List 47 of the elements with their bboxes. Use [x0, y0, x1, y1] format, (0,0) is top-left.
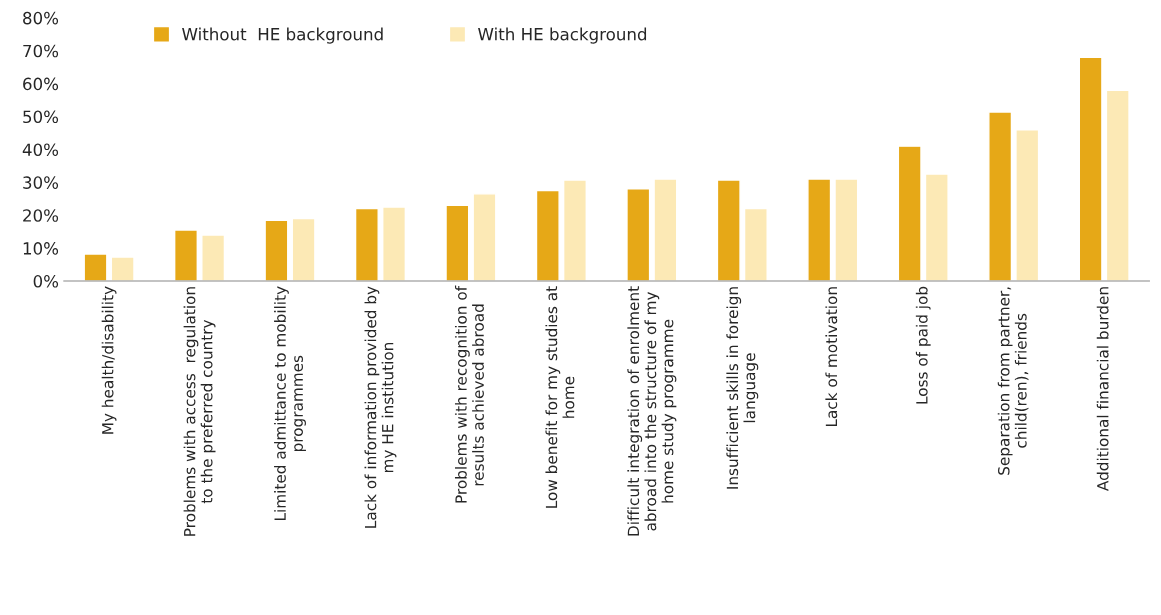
bar	[264, 219, 289, 282]
bar	[445, 204, 470, 282]
x-tick-label: Lack of motivation	[825, 287, 838, 427]
bar	[924, 173, 949, 282]
bar	[382, 206, 407, 282]
y-tick-label: 30%	[23, 176, 59, 189]
x-tick-label: My health/disability	[101, 286, 117, 434]
legend-label: With HE background	[478, 27, 647, 44]
x-tick-label: Additional financial burden	[1096, 287, 1109, 491]
y-tick-label: 0%	[33, 275, 59, 288]
bar	[173, 229, 198, 282]
x-tick-label: Loss of paid job	[915, 286, 931, 404]
x-tick-label: Separation from partner, child(ren), friends	[997, 287, 1029, 475]
x-tick-label: Low benefit for my studies at home	[545, 286, 575, 508]
x-tick-label: Limited admittance to mobility programmes	[274, 286, 306, 520]
bar	[201, 234, 226, 282]
bar	[110, 256, 135, 282]
y-tick-label: 70%	[23, 44, 59, 58]
bar	[1105, 89, 1130, 282]
bar	[354, 207, 379, 282]
bar	[535, 189, 560, 282]
y-tick-label: 40%	[22, 143, 59, 157]
y-tick-label: 80%	[23, 11, 59, 25]
legend-label: Without HE background	[182, 27, 383, 44]
bar	[472, 193, 497, 282]
bar	[1078, 56, 1103, 282]
bar	[653, 178, 678, 282]
y-tick-label: 60%	[23, 77, 59, 91]
x-tick-label: Problems with access regulation to the preferred country	[183, 287, 216, 536]
x-tick-label: Insufficient skills in foreign language	[726, 287, 759, 489]
bar	[562, 179, 587, 282]
bar	[743, 207, 768, 282]
bar	[83, 253, 108, 282]
bar	[988, 111, 1013, 282]
x-tick-label: Difficult integration of enrolment abroad into the structure of my home study programme	[627, 286, 677, 536]
bar	[1015, 129, 1040, 282]
bar	[716, 179, 741, 282]
y-tick-label: 10%	[23, 242, 59, 255]
bar	[291, 217, 316, 282]
bar	[834, 178, 859, 282]
bar	[897, 145, 922, 282]
y-tick-label: 50%	[23, 110, 59, 124]
y-tick-label: 20%	[23, 209, 59, 222]
bar	[626, 188, 651, 282]
x-tick-label: Lack of information provided by my HE institution	[364, 286, 397, 528]
x-tick-label: Problems with recognition of results achieved abroad	[454, 285, 484, 503]
bar	[807, 178, 832, 282]
